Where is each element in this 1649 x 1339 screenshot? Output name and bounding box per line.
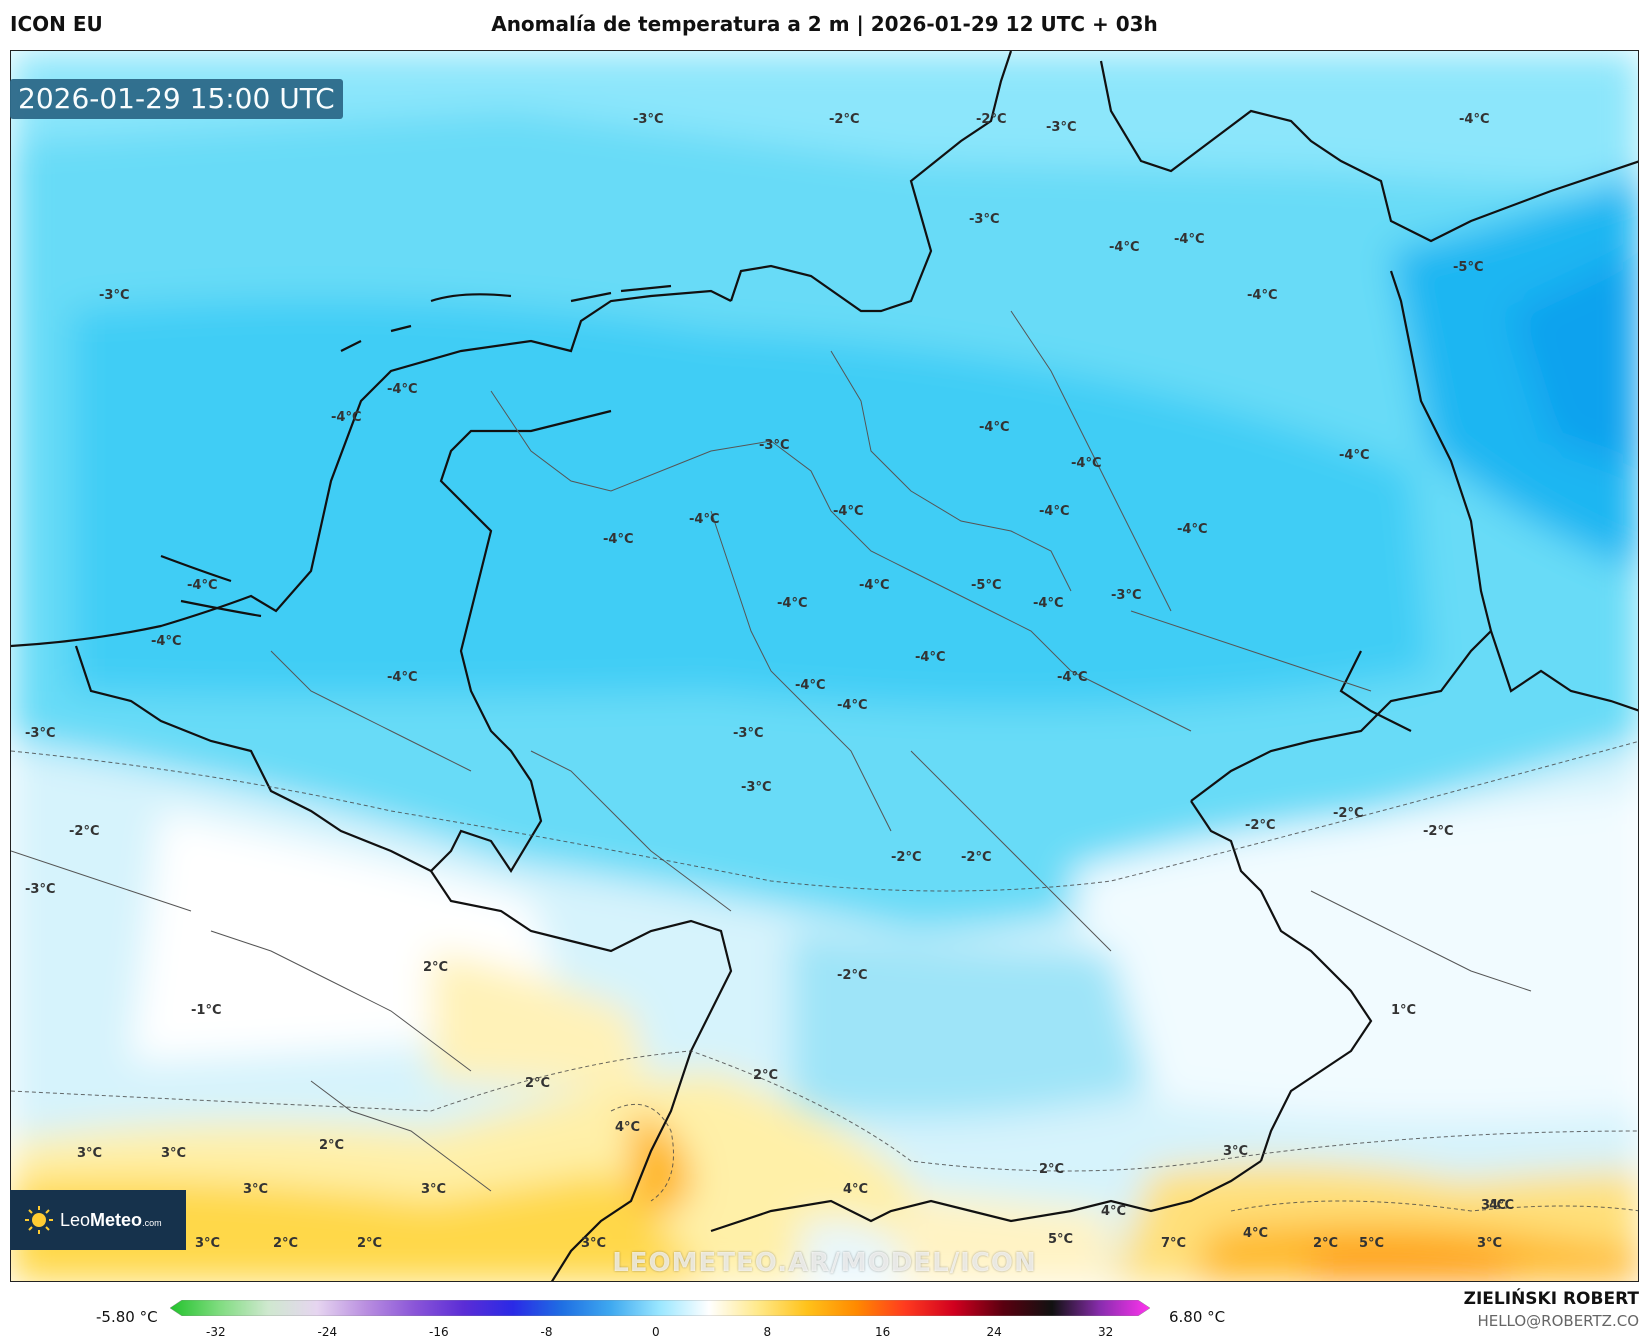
temperature-label: 4°C bbox=[1489, 1198, 1514, 1213]
country-borders bbox=[11, 51, 1638, 1281]
temperature-label: -3°C bbox=[969, 212, 999, 227]
temperature-label: 3°C bbox=[421, 1182, 446, 1197]
temperature-label: -5°C bbox=[1453, 260, 1483, 275]
temperature-label: 3°C bbox=[243, 1182, 268, 1197]
temperature-label: 2°C bbox=[525, 1076, 550, 1091]
temperature-label: -3°C bbox=[633, 112, 663, 127]
watermark: LEOMETEO.AR/MODEL/ICON bbox=[612, 1248, 1037, 1278]
temperature-label: -4°C bbox=[1339, 448, 1369, 463]
model-name: ICON EU bbox=[10, 12, 103, 36]
temperature-label: -4°C bbox=[1174, 232, 1204, 247]
leometeo-logo: LeoMeteo.com bbox=[10, 1190, 186, 1250]
temperature-label: -4°C bbox=[689, 512, 719, 527]
temperature-label: -2°C bbox=[69, 824, 99, 839]
author-credit: ZIELIŃSKI ROBERT bbox=[1463, 1289, 1639, 1309]
map-canvas: -3°C -2°C -2°C -3°C -4°C -3°C -4°C -4°C -4°C -5°C… bbox=[11, 51, 1638, 1281]
temperature-label: -4°C bbox=[859, 578, 889, 593]
temperature-label: -2°C bbox=[976, 112, 1006, 127]
temperature-label: -2°C bbox=[1423, 824, 1453, 839]
temperature-label: -3°C bbox=[1111, 588, 1141, 603]
anomaly-field bbox=[11, 51, 1638, 1281]
temperature-label: 4°C bbox=[1101, 1204, 1126, 1219]
temperature-label: 5°C bbox=[1048, 1232, 1073, 1247]
temperature-label: 4°C bbox=[1243, 1226, 1268, 1241]
temperature-label: -4°C bbox=[1177, 522, 1207, 537]
temperature-label: -3°C bbox=[733, 726, 763, 741]
colorbar-tick: 0 bbox=[652, 1325, 660, 1339]
temperature-label: 4°C bbox=[615, 1120, 640, 1135]
temperature-label: -2°C bbox=[1245, 818, 1275, 833]
temperature-label: 2°C bbox=[1039, 1162, 1064, 1177]
temperature-label: 3°C bbox=[77, 1146, 102, 1161]
temperature-label: -4°C bbox=[979, 420, 1009, 435]
temperature-label: -4°C bbox=[1057, 670, 1087, 685]
temperature-label: 5°C bbox=[1359, 1236, 1384, 1251]
map-title: Anomalía de temperatura a 2 m | 2026-01-… bbox=[491, 12, 1158, 36]
logo-text: LeoMeteo.com bbox=[60, 1209, 162, 1230]
temperature-label: -4°C bbox=[915, 650, 945, 665]
temperature-label: 3°C bbox=[195, 1236, 220, 1251]
colorbar-min-label: -5.80 °C bbox=[96, 1308, 158, 1326]
temperature-label: -4°C bbox=[1109, 240, 1139, 255]
temperature-label: -4°C bbox=[387, 670, 417, 685]
temperature-label: -4°C bbox=[795, 678, 825, 693]
colorbar-tick: -8 bbox=[540, 1325, 553, 1339]
temperature-label: -4°C bbox=[187, 578, 217, 593]
temperature-label: -3°C bbox=[741, 780, 771, 795]
colorbar-tick: 16 bbox=[875, 1325, 891, 1339]
colorbar-tick: -32 bbox=[206, 1325, 226, 1339]
colorbar-tick: 24 bbox=[986, 1325, 1002, 1339]
temperature-label: -4°C bbox=[1071, 456, 1101, 471]
temperature-label: -3°C bbox=[759, 438, 789, 453]
temperature-label: -4°C bbox=[151, 634, 181, 649]
colorbar-max-label: 6.80 °C bbox=[1169, 1308, 1226, 1326]
temperature-label: 2°C bbox=[273, 1236, 298, 1251]
temperature-label: -4°C bbox=[837, 698, 867, 713]
temperature-label: 2°C bbox=[1313, 1236, 1338, 1251]
temperature-label: 3°C bbox=[161, 1146, 186, 1161]
temperature-label: -3°C bbox=[25, 882, 55, 897]
colorbar-tick: -16 bbox=[429, 1325, 449, 1339]
temperature-label: 2°C bbox=[753, 1068, 778, 1083]
temperature-label: -2°C bbox=[891, 850, 921, 865]
temperature-label: -4°C bbox=[387, 382, 417, 397]
temperature-label: -4°C bbox=[1459, 112, 1489, 127]
anomaly-contours bbox=[11, 741, 1638, 1212]
temperature-label: -2°C bbox=[829, 112, 859, 127]
region-borders bbox=[11, 310, 1532, 1192]
temperature-label: -3°C bbox=[99, 288, 129, 303]
temperature-label: -3°C bbox=[25, 726, 55, 741]
colorbar-tick: 8 bbox=[763, 1325, 772, 1339]
temperature-label: -1°C bbox=[191, 1003, 221, 1018]
temperature-label: 2°C bbox=[423, 960, 448, 975]
temperature-label: -4°C bbox=[603, 532, 633, 547]
temperature-label: 7°C bbox=[1161, 1236, 1186, 1251]
temperature-label: 2°C bbox=[319, 1138, 344, 1153]
temperature-label: 3°C bbox=[581, 1236, 606, 1251]
colorbar-tick: -24 bbox=[317, 1325, 338, 1339]
author-email: HELLO@ROBERTZ.CO bbox=[1477, 1312, 1639, 1330]
temperature-label: 2°C bbox=[357, 1236, 382, 1251]
temperature-label: -4°C bbox=[331, 410, 361, 425]
temperature-label: -4°C bbox=[777, 596, 807, 611]
sun-icon bbox=[24, 1205, 54, 1235]
temperature-label: -2°C bbox=[961, 850, 991, 865]
temperature-label: -3°C bbox=[1046, 120, 1076, 135]
colorbar bbox=[170, 1300, 1150, 1316]
temperature-anomaly-map[interactable]: -3°C -2°C -2°C -3°C -4°C -3°C -4°C -4°C -4°C -5°C… bbox=[10, 50, 1639, 1282]
temperature-label: -5°C bbox=[971, 578, 1001, 593]
temperature-label: 3°C bbox=[1223, 1144, 1248, 1159]
colorbar-tick: 32 bbox=[1098, 1325, 1114, 1339]
temperature-label: 3°C bbox=[1481, 1198, 1506, 1213]
temperature-label: 1°C bbox=[1391, 1003, 1416, 1018]
temperature-label: -4°C bbox=[1247, 288, 1277, 303]
valid-time-label: 2026-01-29 15:00 UTC bbox=[10, 79, 343, 119]
temperature-label: -4°C bbox=[1033, 596, 1063, 611]
temperature-label: -4°C bbox=[833, 504, 863, 519]
temperature-label: -2°C bbox=[837, 968, 867, 983]
temperature-label: -2°C bbox=[1333, 806, 1363, 821]
temperature-label: 4°C bbox=[843, 1182, 868, 1197]
temperature-label: 3°C bbox=[1477, 1236, 1502, 1251]
temperature-label: -4°C bbox=[1039, 504, 1069, 519]
